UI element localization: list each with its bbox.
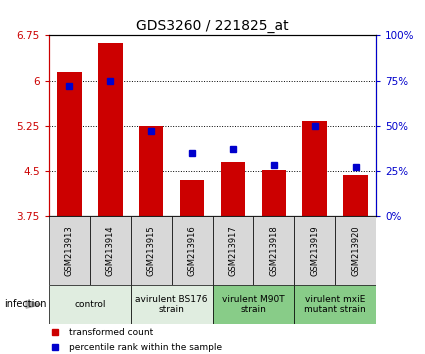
Text: GSM213915: GSM213915	[147, 225, 156, 276]
Bar	[131, 285, 212, 324]
Title: GDS3260 / 221825_at: GDS3260 / 221825_at	[136, 19, 289, 33]
Bar	[49, 216, 90, 285]
Text: GSM213914: GSM213914	[106, 225, 115, 276]
Bar	[212, 216, 253, 285]
Bar	[90, 216, 131, 285]
Bar	[221, 162, 245, 216]
Bar	[139, 126, 163, 216]
Bar	[57, 72, 82, 216]
Text: infection: infection	[4, 299, 47, 309]
Bar	[131, 216, 172, 285]
Bar	[335, 216, 376, 285]
Text: control: control	[74, 300, 105, 309]
Text: GSM213917: GSM213917	[229, 225, 238, 276]
Bar	[212, 285, 294, 324]
Text: transformed count: transformed count	[68, 328, 153, 337]
Text: GSM213916: GSM213916	[187, 225, 196, 276]
Bar	[343, 175, 368, 216]
Polygon shape	[26, 301, 41, 308]
Text: GSM213920: GSM213920	[351, 225, 360, 276]
Text: avirulent BS176
strain: avirulent BS176 strain	[135, 295, 208, 314]
Text: virulent M90T
strain: virulent M90T strain	[222, 295, 285, 314]
Bar	[294, 216, 335, 285]
Text: GSM213919: GSM213919	[310, 225, 319, 276]
Text: GSM213913: GSM213913	[65, 225, 74, 276]
Bar	[294, 285, 376, 324]
Bar	[261, 170, 286, 216]
Text: virulent mxiE
mutant strain: virulent mxiE mutant strain	[304, 295, 366, 314]
Text: GSM213918: GSM213918	[269, 225, 278, 276]
Bar	[180, 180, 204, 216]
Text: percentile rank within the sample: percentile rank within the sample	[68, 343, 221, 352]
Bar	[98, 43, 122, 216]
Bar	[303, 121, 327, 216]
Bar	[172, 216, 212, 285]
Bar	[49, 285, 131, 324]
Bar	[253, 216, 294, 285]
